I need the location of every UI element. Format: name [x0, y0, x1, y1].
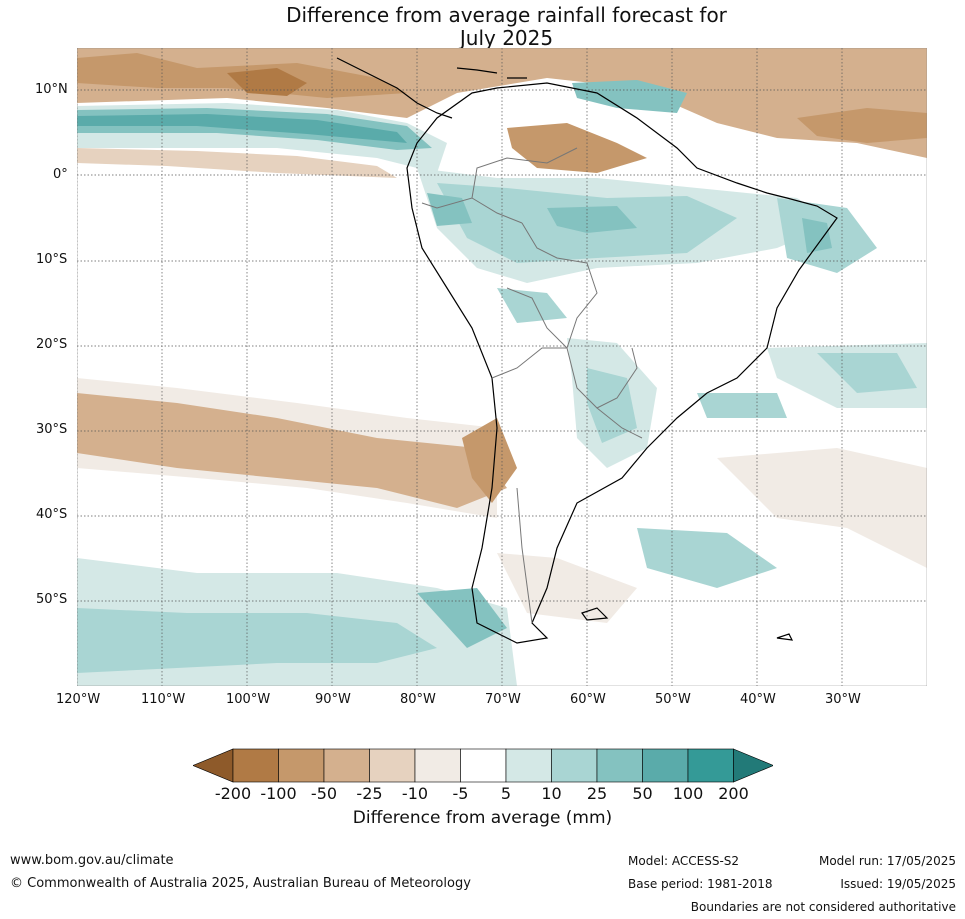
- coastlines: [336, 57, 838, 644]
- map-title: Difference from average rainfall forecas…: [0, 4, 965, 50]
- title-line-2: July 2025: [459, 26, 554, 50]
- wet-bolivia: [497, 288, 567, 323]
- colorbar-tick-label: -100: [260, 784, 297, 803]
- graticule: [77, 48, 927, 686]
- dry-atlantic-north: [797, 108, 927, 143]
- colorbar-swatch: [232, 748, 279, 783]
- footer-model: Model: ACCESS-S2: [628, 854, 740, 868]
- lat-label-0: 0°: [53, 167, 68, 182]
- footer-issued: Issued: 19/05/2025: [840, 877, 956, 891]
- lat-label-40s: 40°S: [36, 507, 68, 522]
- dry-patagonia: [497, 553, 637, 623]
- lat-label-10s: 10°S: [36, 252, 68, 267]
- colorbar-tick-label: 50: [632, 784, 653, 803]
- colorbar-arrow-low: [193, 748, 234, 783]
- colorbar-swatch: [687, 748, 734, 783]
- colorbar-tick-label: 10: [541, 784, 562, 803]
- falkland-islands: [581, 607, 609, 621]
- colorbar-tick-label: -25: [356, 784, 383, 803]
- colorbar-swatch: [414, 748, 461, 783]
- lon-label-100w: 100°W: [226, 692, 271, 707]
- colorbar-swatch: [596, 748, 643, 783]
- colorbar-tick-label: -50: [310, 784, 338, 803]
- dry-band-north-peak: [227, 68, 307, 96]
- colorbar-tick-label: 5: [500, 784, 512, 803]
- wet-cape-horn: [417, 588, 507, 648]
- lon-label-90w: 90°W: [315, 692, 351, 707]
- footer-disclaimer: Boundaries are not considered authoritat…: [690, 900, 956, 914]
- colorbar-tick-label: 25: [586, 784, 608, 803]
- dry-atlantic-south: [717, 448, 927, 568]
- footer-copyright: © Commonwealth of Australia 2025, Austra…: [10, 876, 471, 891]
- lon-label-80w: 80°W: [400, 692, 436, 707]
- colorbar-arrow-high: [733, 748, 773, 783]
- colorbar: [193, 748, 773, 783]
- lon-label-50w: 50°W: [655, 692, 691, 707]
- footer-url[interactable]: www.bom.gov.au/climate: [10, 853, 174, 868]
- wet-southern-ocean: [77, 608, 437, 673]
- footer-model-run: Model run: 17/05/2025: [818, 854, 956, 868]
- dry-pacific-south: [77, 393, 507, 508]
- title-line-1: Difference from average rainfall forecas…: [286, 3, 727, 27]
- south-georgia: [776, 633, 794, 641]
- colorbar-label: Difference from average (mm): [352, 808, 613, 828]
- colorbar-tick-label: 200: [718, 784, 749, 803]
- country-borders: [421, 147, 643, 624]
- colorbar-swatch: [505, 748, 552, 783]
- colorbar-swatch: [551, 748, 598, 783]
- colorbar-swatches: [193, 748, 773, 783]
- colorbar-tick-label: -200: [214, 784, 252, 803]
- rainfall-anomaly-map: [77, 48, 927, 686]
- colorbar-tick-label: 100: [672, 784, 704, 803]
- lon-label-120w: 120°W: [56, 692, 101, 707]
- wet-amazon-core: [547, 206, 637, 233]
- colorbar-swatch: [278, 748, 325, 783]
- lat-label-30s: 30°S: [36, 422, 68, 437]
- colorbar-swatch: [642, 748, 689, 783]
- colorbar-swatch: [369, 748, 416, 783]
- wet-brazil-east-core: [802, 218, 832, 253]
- lon-label-110w: 110°W: [141, 692, 186, 707]
- caribbean-islands: [456, 67, 527, 79]
- dry-band-equator: [77, 148, 397, 178]
- lat-label-20s: 20°S: [36, 337, 68, 352]
- lon-label-60w: 60°W: [570, 692, 606, 707]
- lat-label-50s: 50°S: [36, 592, 68, 607]
- lon-label-70w: 70°W: [485, 692, 521, 707]
- colorbar-swatch: [323, 748, 370, 783]
- lon-label-30w: 30°W: [825, 692, 861, 707]
- colorbar-swatch: [460, 748, 507, 783]
- wet-band-itcz-core: [77, 114, 407, 143]
- wet-atlantic-30s: [697, 393, 787, 418]
- colorbar-tick-label: -5: [452, 784, 469, 803]
- south-america-coast: [406, 82, 838, 644]
- wet-caribbean-east: [572, 80, 687, 113]
- footer-base-period: Base period: 1981-2018: [628, 877, 773, 891]
- lon-label-40w: 40°W: [740, 692, 776, 707]
- colorbar-tick-label: -10: [401, 784, 429, 803]
- dry-chile-central: [462, 418, 517, 503]
- central-america-coast: [336, 57, 453, 119]
- lat-label-10n: 10°N: [35, 82, 68, 97]
